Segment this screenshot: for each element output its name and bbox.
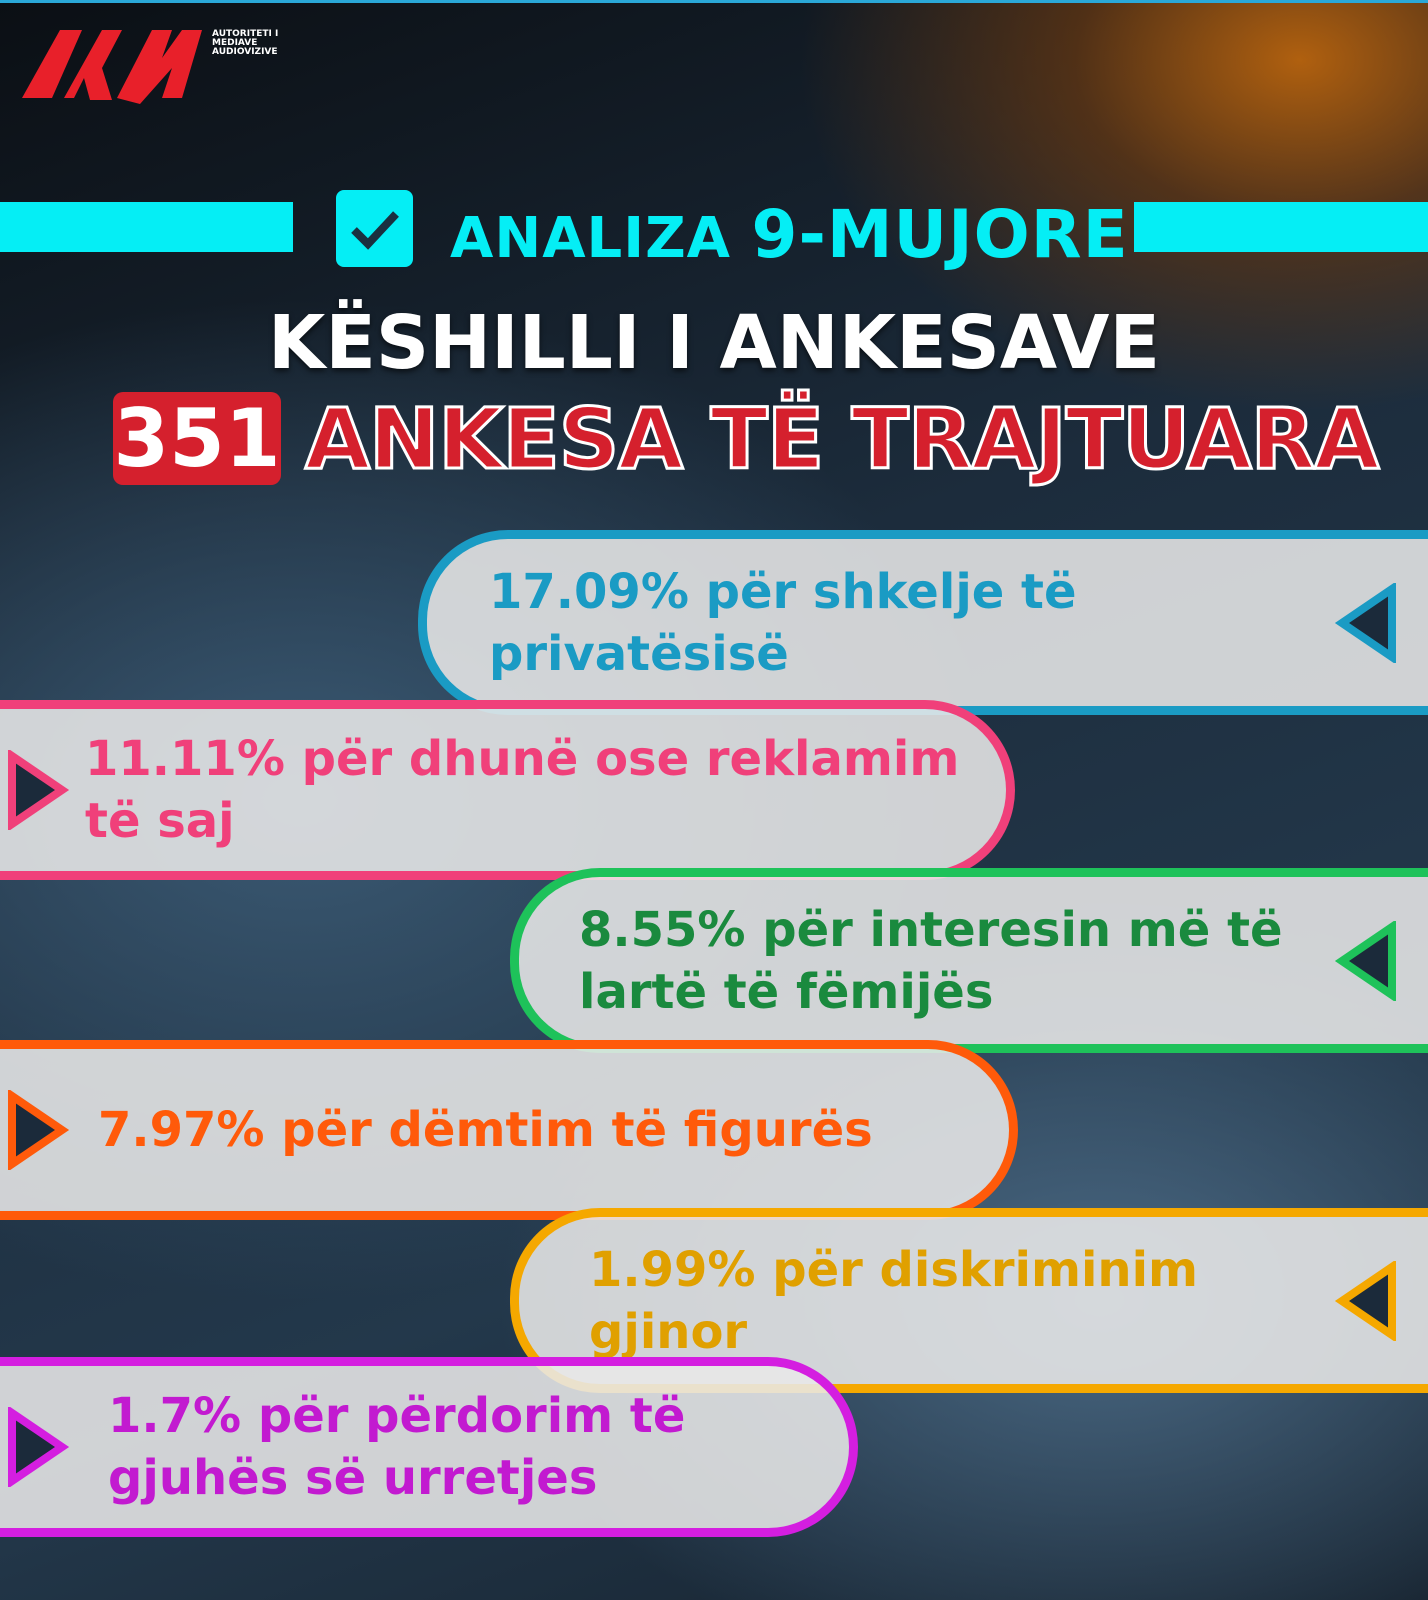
- text-line: gjinor: [589, 1303, 748, 1360]
- category-text: 7.97% për dëmtim të figurës: [98, 1099, 873, 1161]
- page-title: KËSHILLI I ANKESAVE: [267, 300, 1160, 386]
- text-line: lartë të fëmijës: [579, 963, 994, 1020]
- category-text: 1.99% për diskriminim gjinor: [589, 1239, 1198, 1363]
- triangle-right-icon: [8, 1407, 70, 1487]
- text-line: 1.99% për diskriminim: [589, 1241, 1199, 1298]
- text-line: 7.97% për dëmtim të figurës: [98, 1102, 873, 1158]
- category-text: 1.7% për përdorim të gjuhës së urretjes: [108, 1385, 685, 1509]
- triangle-left-icon: [1334, 920, 1396, 1001]
- logo-line: MEDIAVE: [212, 38, 258, 48]
- triangle-left-icon: [1334, 582, 1396, 663]
- triangle-right-icon: [8, 1090, 70, 1170]
- category-pill: 8.55% për interesin më të lartë të fëmijë…: [510, 868, 1428, 1053]
- analiza-text: ANALIZA: [450, 206, 732, 271]
- category-pill: 11.11% për dhunë ose reklamim të saj: [0, 700, 1015, 880]
- subtitle: ANKESA TË TRAJTUARA: [303, 389, 1380, 490]
- header-label: ANALIZA 9-MUJORE: [450, 196, 1129, 273]
- logo-line: AUDIOVIZIVE: [212, 47, 278, 57]
- triangle-right-icon: [8, 750, 70, 830]
- header-bar-left: [0, 202, 293, 252]
- category-text: 8.55% për interesin më të lartë të fëmijë…: [579, 899, 1283, 1023]
- text-line: privatësisë: [489, 625, 789, 682]
- ama-logo: [22, 30, 202, 104]
- text-line: gjuhës së urretjes: [108, 1450, 598, 1506]
- checkmark-icon: [336, 190, 413, 267]
- text-line: 11.11% për dhunë ose reklamim: [85, 731, 960, 787]
- text-line: 1.7% për përdorim të: [108, 1388, 686, 1444]
- top-line: [0, 0, 1428, 3]
- category-pill: 7.97% për dëmtim të figurës: [0, 1040, 1018, 1220]
- logo-line: AUTORITETI I: [212, 29, 279, 39]
- triangle-left-icon: [1334, 1260, 1396, 1341]
- period-text: 9-MUJORE: [751, 196, 1129, 273]
- count-badge: 351: [113, 392, 281, 485]
- text-line: të saj: [85, 793, 235, 849]
- category-pill: 1.99% për diskriminim gjinor: [510, 1208, 1428, 1393]
- logo-text: AUTORITETI I MEDIAVE AUDIOVIZIVE: [212, 30, 278, 57]
- category-text: 11.11% për dhunë ose reklamim të saj: [85, 728, 959, 852]
- text-line: 8.55% për interesin më të: [579, 901, 1283, 958]
- header-bar-right: [1134, 202, 1428, 252]
- text-line: 17.09% për shkelje të: [489, 563, 1077, 620]
- category-pill: 17.09% për shkelje të privatësisë: [418, 530, 1428, 715]
- category-text: 17.09% për shkelje të privatësisë: [489, 561, 1077, 685]
- category-pill: 1.7% për përdorim të gjuhës së urretjes: [0, 1357, 858, 1537]
